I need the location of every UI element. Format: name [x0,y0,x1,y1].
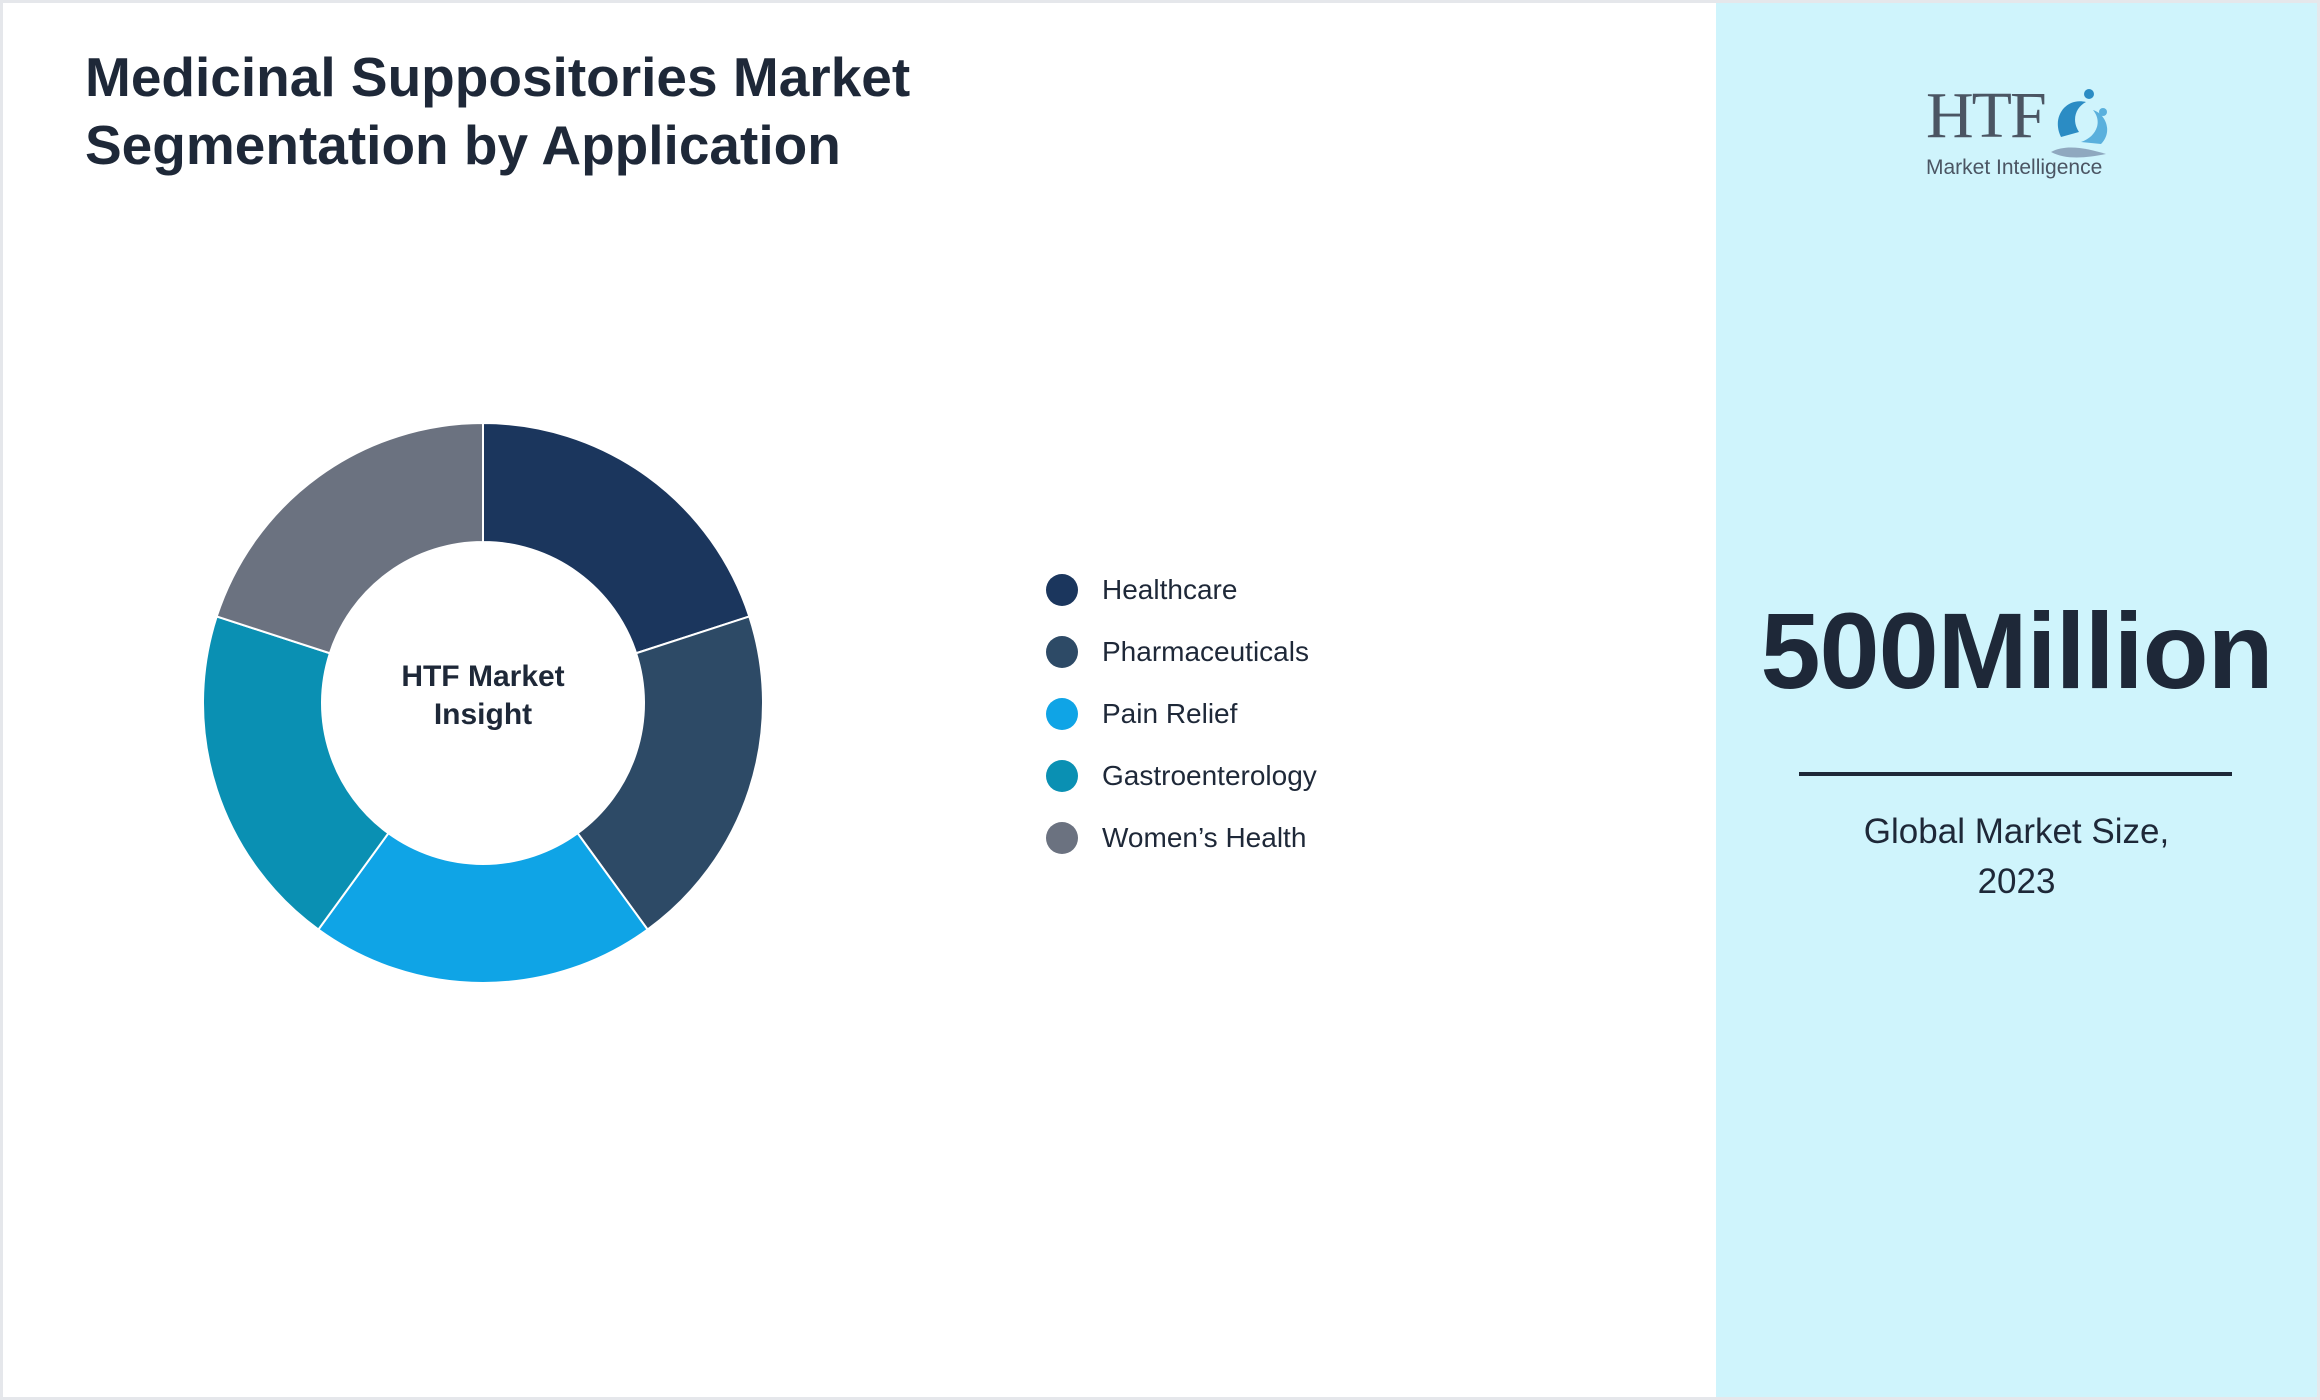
htf-logo: HTF Market Intelligence [1926,78,2116,188]
market-size-caption: Global Market Size, 2023 [1716,807,2317,907]
legend-item: Women’s Health [1046,807,1317,869]
donut-slice-gastroenterology [202,615,390,931]
legend-label: Gastroenterology [1102,760,1317,791]
legend-swatch [1046,698,1078,730]
title-line-1: Medicinal Suppositories Market [85,46,911,108]
summary-panel: HTF Market Intelligence 500Million Globa… [1716,3,2317,1397]
chart-legend: Healthcare Pharmaceuticals Pain Relief Gast… [1046,559,1317,869]
donut-slice-women-s-health [215,421,484,655]
donut-center-label: HTF Market Insight [333,658,633,734]
donut-slice-pharmaceuticals [576,615,764,931]
legend-item: Pharmaceuticals [1046,621,1317,683]
page-title: Medicinal Suppositories Market Segmentat… [85,43,1085,179]
legend-label: Pharmaceuticals [1102,636,1309,667]
donut-slice-healthcare [482,421,751,655]
legend-swatch [1046,636,1078,668]
caption-line-2: 2023 [1977,862,2056,901]
donut-chart [202,421,764,985]
logo-swirl-icon [2051,89,2108,158]
title-line-2: Segmentation by Application [85,114,841,176]
legend-swatch [1046,760,1078,792]
logo-subtitle: Market Intelligence [1926,156,2103,179]
divider [1799,772,2232,776]
donut-slice-pain-relief [317,831,649,985]
legend-label: Women’s Health [1102,822,1307,853]
legend-label: Healthcare [1102,574,1238,605]
center-label-line-1: HTF Market [401,660,565,693]
legend-swatch [1046,574,1078,606]
legend-item: Gastroenterology [1046,745,1317,807]
market-size-value: 500Million [1760,590,2273,711]
center-label-line-2: Insight [433,698,533,731]
chart-panel: Medicinal Suppositories Market Segmentat… [3,3,1716,1397]
legend-label: Pain Relief [1102,698,1238,729]
legend-swatch [1046,822,1078,854]
legend-item: Pain Relief [1046,683,1317,745]
caption-line-1: Global Market Size, [1863,812,2170,851]
logo-letters: HTF [1926,79,2047,152]
legend-item: Healthcare [1046,559,1317,621]
